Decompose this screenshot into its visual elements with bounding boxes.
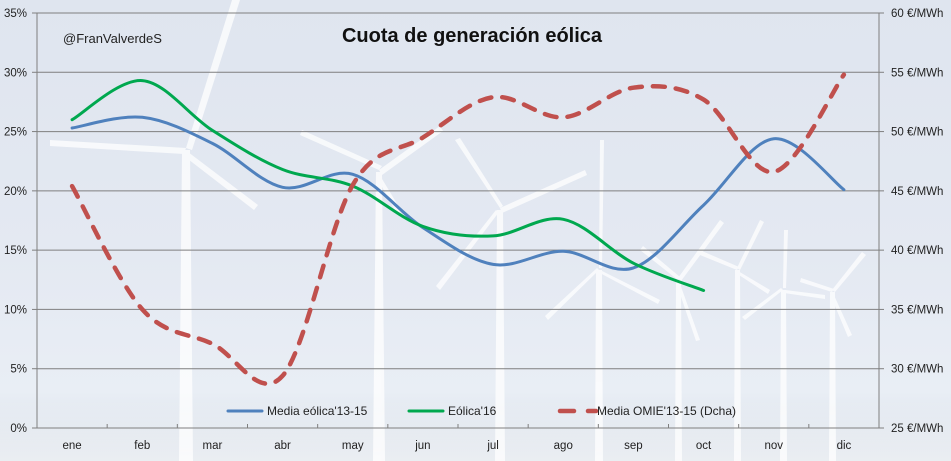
right-axis-tick-label: 60 €/MWh xyxy=(891,8,943,20)
x-axis-tick-label: feb xyxy=(134,440,150,452)
x-axis-tick-label: ene xyxy=(62,440,81,452)
x-axis-tick-label: jun xyxy=(414,440,430,452)
wind-turbine-background xyxy=(50,0,866,461)
right-axis-tick-label: 35 €/MWh xyxy=(891,304,943,316)
series-line-3 xyxy=(69,72,847,386)
series-line-1 xyxy=(70,115,846,271)
left-axis-tick-label: 10% xyxy=(4,304,27,316)
horizon-haze xyxy=(0,400,951,461)
right-axis-tick-label: 50 €/MWh xyxy=(891,127,943,139)
x-axis-tick-label: may xyxy=(342,440,364,452)
right-axis-tick-label: 45 €/MWh xyxy=(891,186,943,198)
right-axis-labels: 25 €/MWh 30 €/MWh 35 €/MWh 40 €/MWh 45 €/MWh… xyxy=(891,8,943,435)
x-axis-tick-label: oct xyxy=(696,440,712,452)
axes xyxy=(32,12,884,429)
left-axis-tick-label: 15% xyxy=(4,245,27,257)
legend: Media eólica'13-15 Eólica'16 Media OMIE'13… xyxy=(226,404,736,418)
x-axis-tick-label: jul xyxy=(486,440,499,452)
series-lines xyxy=(69,72,847,386)
left-axis-tick-label: 20% xyxy=(4,186,27,198)
left-axis-tick-label: 25% xyxy=(4,127,27,139)
author-annotation: @FranValverdeS xyxy=(63,31,162,46)
left-axis-tick-label: 30% xyxy=(4,67,27,79)
x-axis-tick-label: mar xyxy=(203,440,223,452)
x-axis-tick-label: abr xyxy=(274,440,291,452)
left-axis-tick-label: 0% xyxy=(10,423,27,435)
x-axis-labels: ene feb mar abr may jun jul ago sep oct nov dic xyxy=(62,440,851,452)
legend-label: Media eólica'13-15 xyxy=(267,404,368,418)
left-axis-tick-label: 35% xyxy=(4,8,27,20)
right-axis-tick-label: 40 €/MWh xyxy=(891,245,943,257)
right-axis-tick-label: 55 €/MWh xyxy=(891,67,943,79)
wind-turbine-icon xyxy=(300,126,443,461)
left-axis-labels: 0% 5% 10% 15% 20% 25% 30% 35% xyxy=(4,8,27,435)
legend-label: Eólica'16 xyxy=(448,404,497,418)
x-axis-tick-label: sep xyxy=(624,440,643,452)
gridlines xyxy=(37,12,879,370)
x-axis-tick-label: nov xyxy=(764,440,783,452)
series-line-2 xyxy=(70,79,706,292)
legend-label: Media OMIE'13-15 (Dcha) xyxy=(597,404,736,418)
right-axis-tick-label: 30 €/MWh xyxy=(891,364,943,376)
chart-title: Cuota de generación eólica xyxy=(342,25,603,47)
x-axis-tick-label: dic xyxy=(837,440,852,452)
wind-turbine-icon xyxy=(50,0,258,461)
left-axis-tick-label: 5% xyxy=(10,364,27,376)
x-axis-tick-label: ago xyxy=(554,440,573,452)
right-axis-tick-label: 25 €/MWh xyxy=(891,423,943,435)
